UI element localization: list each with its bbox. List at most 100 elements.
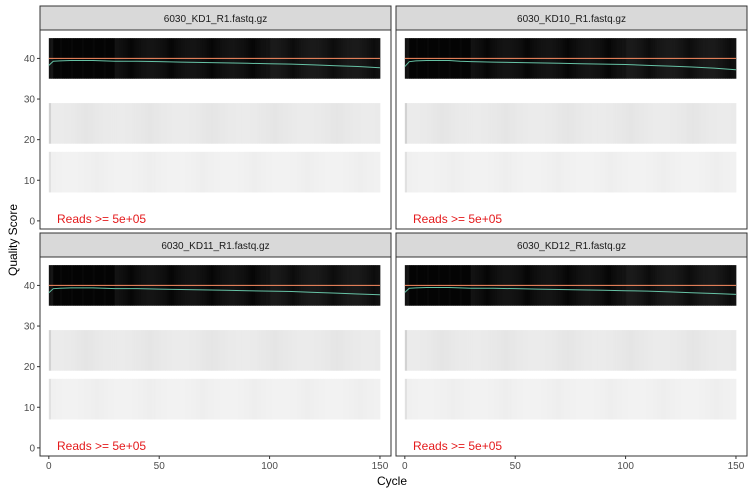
heatmap-cell <box>672 330 675 371</box>
heatmap-cell <box>184 151 188 193</box>
heatmap-cell <box>450 378 454 420</box>
heatmap-cell <box>637 151 640 193</box>
heatmap-cell <box>204 330 208 371</box>
heatmap-cell <box>68 378 72 420</box>
heatmap-cell <box>626 378 629 420</box>
heatmap-cell <box>665 103 669 144</box>
heatmap-cell <box>670 103 673 144</box>
heatmap-cell <box>167 151 170 193</box>
heatmap-cell <box>48 103 52 144</box>
heatmap-cell <box>479 378 482 420</box>
heatmap-cell <box>116 103 120 144</box>
heatmap-cell <box>94 330 98 371</box>
heatmap-cell <box>283 378 287 420</box>
heatmap-cell <box>257 151 260 193</box>
heatmap-cell <box>147 151 151 193</box>
heatmap-cell <box>204 378 208 420</box>
heatmap-cell <box>532 378 535 420</box>
heatmap-cell <box>529 378 533 420</box>
heatmap-cell <box>250 330 254 371</box>
heatmap-cell <box>589 330 592 371</box>
heatmap-cell <box>639 103 643 144</box>
heatmap-cell <box>51 151 54 193</box>
heatmap-cell <box>630 330 634 371</box>
facet-title: 6030_KD10_R1.fastq.gz <box>517 14 626 25</box>
heatmap-cell <box>621 103 625 144</box>
heatmap-cell <box>75 330 78 371</box>
heatmap-cell <box>75 378 78 420</box>
heatmap-cell <box>189 378 192 420</box>
heatmap-cell <box>431 330 434 371</box>
heatmap-cell <box>442 151 445 193</box>
heatmap-cell <box>492 151 496 193</box>
heatmap-cell <box>375 151 379 193</box>
heatmap-cell <box>529 330 533 371</box>
heatmap-cell <box>442 103 445 144</box>
heatmap-cell <box>296 378 300 420</box>
heatmap-cell <box>404 330 408 371</box>
heatmap-cell <box>53 378 56 420</box>
heatmap-cell <box>698 330 702 371</box>
heatmap-cell <box>424 330 428 371</box>
heatmap-cell <box>254 378 258 420</box>
heatmap-cell <box>613 151 616 193</box>
heatmap-cell <box>411 378 414 420</box>
heatmap-cell <box>455 378 458 420</box>
heatmap-cell <box>344 378 348 420</box>
heatmap-cell <box>318 151 322 193</box>
heatmap-cell <box>182 103 186 144</box>
heatmap-cell <box>169 103 173 144</box>
heatmap-cell <box>553 378 557 420</box>
heatmap-cell <box>711 330 715 371</box>
facet-strip <box>39 5 392 31</box>
heatmap-cell <box>200 330 203 371</box>
heatmap-cell <box>61 378 65 420</box>
heatmap-cell <box>274 378 278 420</box>
heatmap-cell <box>112 378 116 420</box>
heatmap-cell <box>336 103 339 144</box>
heatmap-cell <box>542 378 546 420</box>
heatmap-cell <box>698 151 702 193</box>
heatmap-cell <box>556 151 559 193</box>
heatmap-cell <box>254 330 258 371</box>
heatmap-cell <box>219 151 223 193</box>
heatmap-cell <box>700 103 704 144</box>
heatmap-cell <box>353 151 357 193</box>
heatmap-cell <box>692 103 695 144</box>
heatmap-cell <box>496 103 500 144</box>
y-tick-label: 40 <box>24 281 36 292</box>
heatmap-cell <box>547 378 550 420</box>
heatmap-cell <box>569 151 572 193</box>
heatmap-cell <box>637 103 640 144</box>
heatmap-cell <box>307 151 311 193</box>
heatmap-cell <box>731 330 735 371</box>
heatmap-cell <box>672 151 675 193</box>
heatmap-cell <box>459 151 463 193</box>
heatmap-cell <box>707 378 711 420</box>
heatmap-cell <box>83 103 87 144</box>
heatmap-cell <box>119 151 122 193</box>
heatmap-cell <box>309 103 313 144</box>
heatmap-cell <box>64 378 67 420</box>
heatmap-cell <box>674 378 678 420</box>
heatmap-cell <box>692 330 695 371</box>
heatmap-cell <box>637 330 640 371</box>
heatmap-cell <box>287 378 291 420</box>
heatmap-cell <box>57 103 61 144</box>
heatmap-cell <box>499 103 502 144</box>
heatmap-cell <box>567 330 570 371</box>
heatmap-cell <box>169 330 173 371</box>
heatmap-cell <box>413 378 417 420</box>
heatmap-cell <box>424 378 428 420</box>
heatmap-cell <box>439 330 443 371</box>
heatmap-cell <box>88 330 91 371</box>
heatmap-cell <box>632 103 636 144</box>
heatmap-cell <box>68 151 72 193</box>
y-tick-label: 20 <box>24 362 36 373</box>
heatmap-cell <box>347 330 350 371</box>
heatmap-cell <box>206 103 210 144</box>
heatmap-cell <box>132 378 135 420</box>
heatmap-cell <box>674 151 678 193</box>
heatmap-cell <box>523 378 526 420</box>
heatmap-cell <box>274 103 278 144</box>
